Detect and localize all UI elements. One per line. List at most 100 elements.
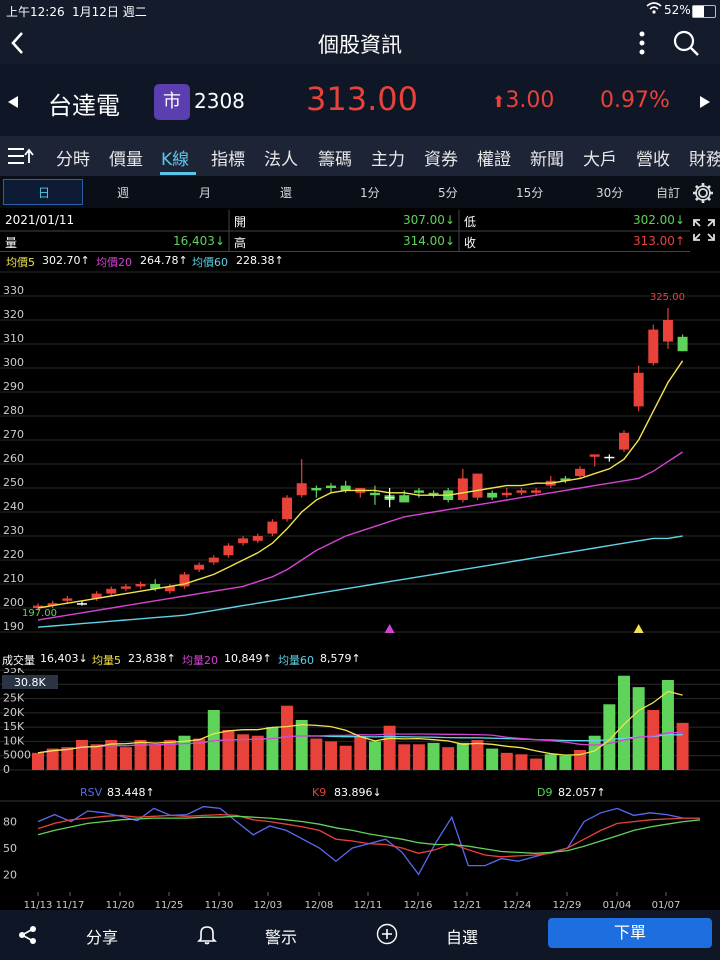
y-tick-label: 240 (3, 500, 24, 513)
kd-chart[interactable]: 20 50 80 11/13 11/17 11/20 11/25 11/30 12/03 12/0… (0, 800, 720, 910)
volume-bar (119, 747, 132, 770)
tab-margin[interactable]: 資券 (424, 150, 458, 170)
candle-body (47, 603, 58, 606)
volume-bar (398, 744, 411, 770)
back-chevron-icon[interactable] (8, 31, 28, 59)
open-value: 307.00↓ (402, 213, 455, 227)
volume-bar (559, 755, 572, 770)
volume-bar (193, 738, 206, 770)
stock-name: 台達電 (48, 92, 120, 120)
settings-gear-icon[interactable] (691, 181, 715, 209)
battery-icon (692, 5, 716, 18)
period-15min[interactable]: 15分 (516, 186, 544, 200)
watchlist-button[interactable]: 自選 (446, 928, 479, 947)
candle-body (267, 521, 278, 534)
ma20-label: 均價20 (96, 256, 132, 269)
vol5-value: 23,838↑ (128, 652, 176, 665)
y-tick-label: 250 (3, 476, 24, 489)
tab-institutions[interactable]: 法人 (264, 150, 298, 170)
y-tick-label: 0 (3, 763, 10, 774)
wifi-icon (646, 1, 662, 18)
x-tick-label: 12/11 (354, 900, 383, 910)
tab-major-holders[interactable]: 大戶 (583, 150, 617, 170)
next-stock-icon[interactable] (698, 94, 712, 113)
tab-main-force[interactable]: 主力 (371, 150, 405, 170)
y-tick-label: 10K (3, 734, 25, 747)
volume-bar (222, 730, 235, 770)
period-custom[interactable]: 自訂 (656, 186, 681, 200)
stock-price: 313.00 (306, 80, 418, 118)
period-week[interactable]: 週 (117, 186, 130, 200)
candle-body (238, 538, 249, 544)
candle-body (633, 372, 644, 407)
candle-body (428, 492, 439, 496)
tab-financials[interactable]: 財務 (689, 150, 720, 170)
tab-revenue[interactable]: 營收 (636, 150, 670, 170)
y-tick-label: 210 (3, 572, 24, 585)
alert-button[interactable]: 警示 (265, 928, 298, 947)
prev-stock-icon[interactable] (6, 94, 20, 113)
bell-icon[interactable] (196, 923, 218, 949)
x-tick-label: 11/30 (205, 900, 234, 910)
candle-body (164, 586, 175, 592)
candle-body (457, 478, 468, 500)
candle-body (282, 497, 293, 520)
volume-chart[interactable]: 0500010K15K20K25K30K35K30.8K (0, 668, 720, 774)
volume-bar (471, 740, 484, 770)
volume-label: 量 (5, 236, 18, 250)
order-button[interactable]: 下單 (548, 918, 712, 948)
search-icon[interactable] (672, 29, 700, 61)
x-tick-label: 12/21 (453, 900, 482, 910)
menu-toggle-icon[interactable] (6, 145, 34, 171)
d9-line (37, 815, 701, 854)
period-adjusted[interactable]: 還 (280, 186, 293, 200)
more-vertical-icon[interactable] (637, 30, 647, 60)
volume-value: 16,403↓ (172, 234, 225, 248)
arrow-up-icon: ⬆ (492, 92, 506, 111)
y-tick-label: 190 (3, 620, 24, 633)
volume-bar (456, 742, 469, 770)
period-month[interactable]: 月 (199, 186, 212, 200)
y-tick-label: 290 (3, 380, 24, 393)
period-5min[interactable]: 5分 (438, 186, 458, 200)
candlestick-chart[interactable]: 190 200 210 220 230 240 250 260 270 280 290 300 310 3… (0, 270, 720, 640)
share-icon[interactable] (18, 925, 38, 949)
ma20-line (37, 451, 683, 621)
ma60-line (37, 535, 683, 628)
period-1min[interactable]: 1分 (360, 186, 380, 200)
tab-news[interactable]: 新聞 (530, 150, 564, 170)
candle-body (33, 605, 43, 608)
x-tick-label: 11/17 (56, 900, 85, 910)
candle-body (252, 536, 263, 541)
tab-intraday[interactable]: 分時 (56, 150, 90, 170)
x-tick-label: 12/16 (404, 900, 433, 910)
volume-bar (32, 752, 44, 770)
candle-body (516, 490, 527, 493)
low-label: 低 (464, 215, 477, 229)
share-button[interactable]: 分享 (86, 928, 119, 947)
x-tick-label: 12/08 (305, 900, 334, 910)
vol20-label: 均量20 (182, 654, 218, 667)
k9-label: K9 (312, 786, 327, 799)
tab-chips[interactable]: 籌碼 (318, 150, 352, 170)
close-label: 收 (464, 236, 477, 250)
tab-kline[interactable]: K線 (161, 150, 190, 170)
tab-warrants[interactable]: 權證 (477, 150, 511, 170)
period-30min[interactable]: 30分 (596, 186, 624, 200)
battery-level: 52% (664, 3, 691, 17)
candle-body (135, 584, 146, 587)
x-tick-label: 12/29 (553, 900, 582, 910)
y-tick-label: 310 (3, 332, 24, 345)
period-day[interactable]: 日 (38, 186, 51, 200)
volume-bar (632, 687, 645, 770)
volume-bar (237, 734, 250, 770)
volume-bar (676, 722, 689, 770)
min-price-label: 197.00 (22, 608, 57, 619)
expand-fullscreen-icon[interactable] (692, 218, 716, 246)
x-tick-label: 11/20 (106, 900, 135, 910)
tab-indicators[interactable]: 指標 (211, 150, 245, 170)
tab-price-volume[interactable]: 價量 (109, 150, 143, 170)
candle-body (91, 593, 102, 599)
add-circle-icon[interactable] (376, 923, 398, 949)
candle-body (531, 490, 542, 493)
